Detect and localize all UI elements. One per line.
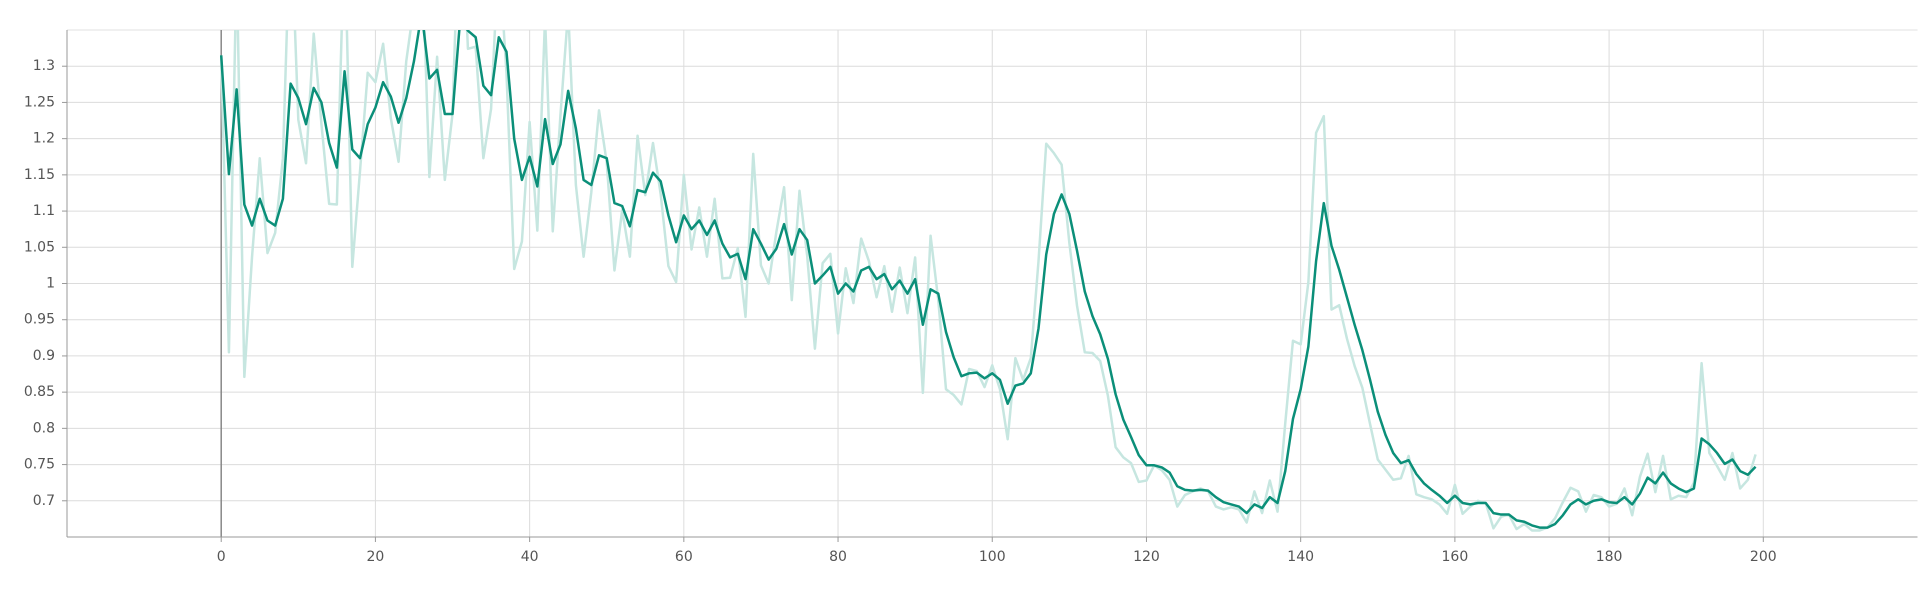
y-tick-label: 1.3 bbox=[33, 58, 55, 74]
x-tick-label: 20 bbox=[367, 549, 385, 565]
x-tick-label: 100 bbox=[979, 549, 1006, 565]
series-line bbox=[219, 30, 1757, 532]
x-tick-label: 180 bbox=[1596, 549, 1623, 565]
y-tick-label: 1.15 bbox=[24, 167, 55, 183]
plot-area bbox=[219, 30, 1757, 532]
x-tick-label: 140 bbox=[1287, 549, 1314, 565]
x-tick-label: 40 bbox=[521, 549, 539, 565]
y-tick-label: 1.25 bbox=[24, 94, 55, 110]
y-tick-label: 0.95 bbox=[24, 312, 55, 328]
series-line bbox=[219, 30, 1757, 529]
x-tick-label: 160 bbox=[1442, 549, 1469, 565]
x-tick-label: 120 bbox=[1133, 549, 1160, 565]
y-tick-label: 0.85 bbox=[24, 384, 55, 400]
x-tick-label: 200 bbox=[1750, 549, 1777, 565]
y-tick-label: 1.05 bbox=[24, 239, 55, 255]
x-tick-label: 60 bbox=[675, 549, 693, 565]
y-tick-label: 0.7 bbox=[33, 493, 55, 509]
y-tick-label: 0.9 bbox=[33, 348, 55, 364]
y-tick-label: 0.75 bbox=[24, 457, 55, 473]
y-tick-label: 1.2 bbox=[33, 131, 55, 147]
x-tick-label: 80 bbox=[829, 549, 847, 565]
y-tick-label: 1 bbox=[46, 276, 55, 292]
x-tick-label: 0 bbox=[217, 549, 226, 565]
y-tick-label: 1.1 bbox=[33, 203, 55, 219]
y-tick-label: 0.8 bbox=[33, 420, 55, 436]
